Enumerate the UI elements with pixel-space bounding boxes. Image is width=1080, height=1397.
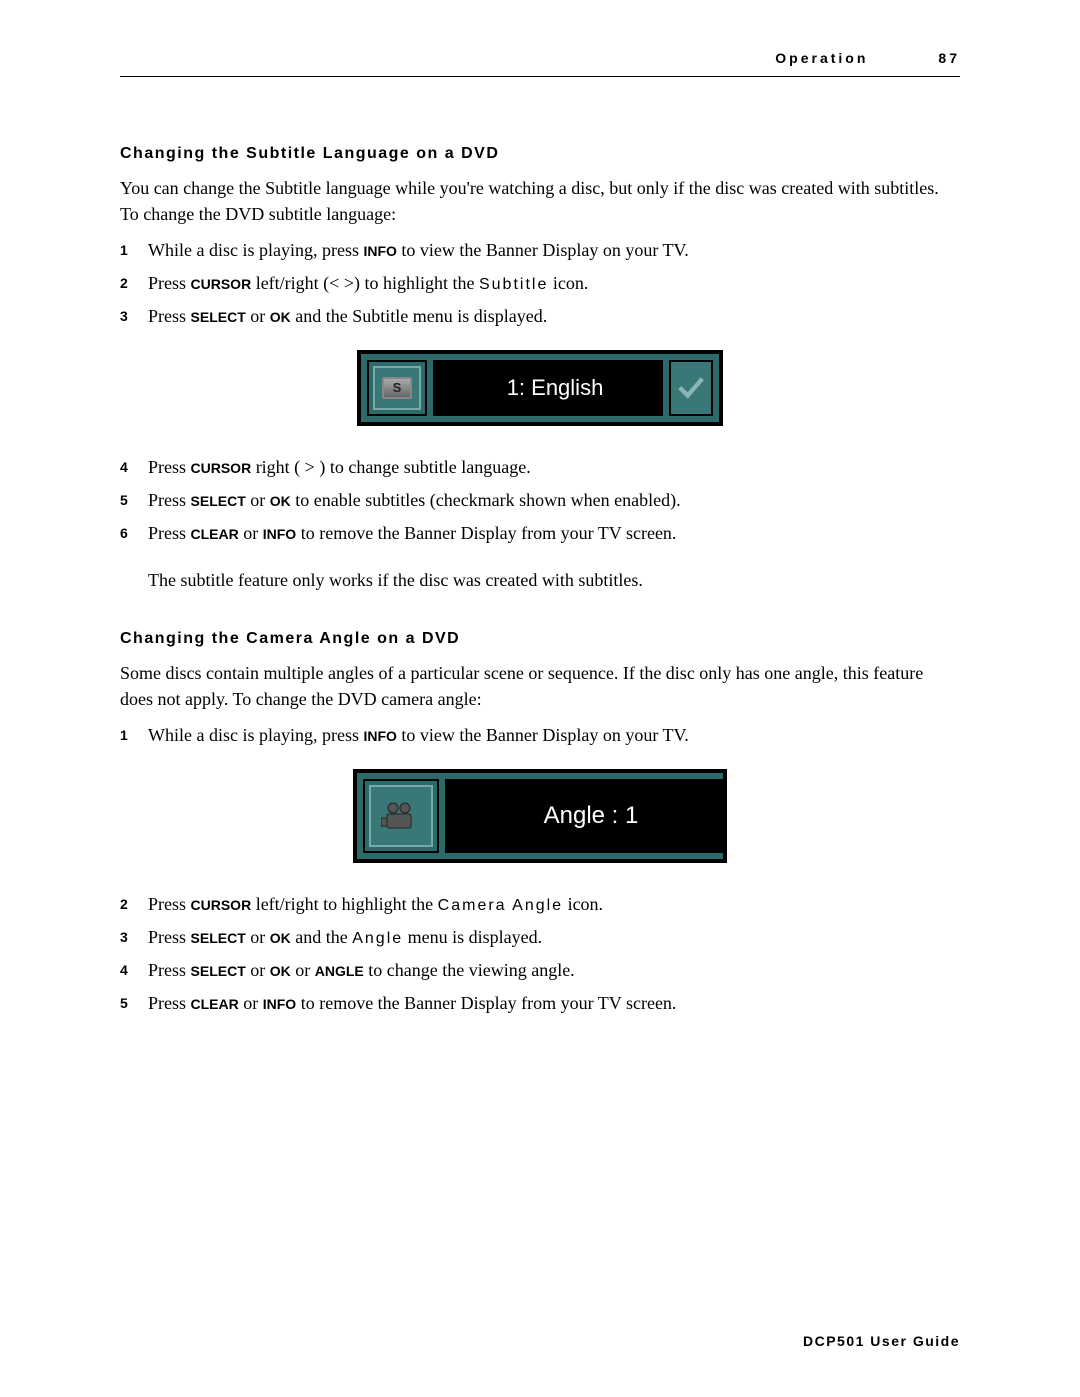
step-text: While a disc is playing, press INFO to v…: [148, 722, 960, 749]
step-number: 1: [120, 237, 148, 264]
angle-heading: Changing the Camera Angle on a DVD: [120, 630, 960, 648]
list-item: 2 Press CURSOR left/right (< >) to highl…: [120, 270, 960, 297]
subtitle-heading: Changing the Subtitle Language on a DVD: [120, 145, 960, 163]
subtitle-s-icon: S: [373, 366, 421, 410]
step-number: 6: [120, 520, 148, 547]
step-text: Press CURSOR left/right (< >) to highlig…: [148, 270, 960, 297]
cursor-button-label: CURSOR: [191, 897, 252, 913]
cursor-button-label: CURSOR: [191, 276, 252, 292]
ok-button-label: OK: [270, 930, 291, 946]
step-number: 5: [120, 990, 148, 1017]
subtitle-checkmark-box: [669, 360, 713, 416]
subtitle-intro: You can change the Subtitle language whi…: [120, 175, 960, 227]
ok-button-label: OK: [270, 963, 291, 979]
list-item: 3 Press SELECT or OK and the Subtitle me…: [120, 303, 960, 330]
page: Operation 87 Changing the Subtitle Langu…: [0, 0, 1080, 1397]
step-text: Press CURSOR left/right to highlight the…: [148, 891, 960, 918]
select-button-label: SELECT: [191, 963, 246, 979]
clear-button-label: CLEAR: [191, 996, 239, 1012]
list-item: 2 Press CURSOR left/right to highlight t…: [120, 891, 960, 918]
step-number: 3: [120, 303, 148, 330]
step-text: Press CURSOR right ( > ) to change subti…: [148, 454, 960, 481]
step-number: 4: [120, 454, 148, 481]
subtitle-banner-text: 1: English: [433, 360, 663, 416]
subtitle-icon-box: S: [367, 360, 427, 416]
ok-button-label: OK: [270, 309, 291, 325]
angle-banner: Angle : 1: [353, 769, 727, 863]
info-button-label: INFO: [263, 996, 296, 1012]
step-number: 1: [120, 722, 148, 749]
page-footer: DCP501 User Guide: [803, 1333, 960, 1349]
info-button-label: INFO: [263, 526, 296, 542]
list-item: 1 While a disc is playing, press INFO to…: [120, 722, 960, 749]
info-button-label: INFO: [363, 243, 396, 259]
camera-angle-icon-name: Camera Angle: [438, 897, 563, 914]
angle-button-label: ANGLE: [315, 963, 364, 979]
camera-icon: [369, 785, 433, 847]
list-item: 1 While a disc is playing, press INFO to…: [120, 237, 960, 264]
angle-steps-after: 2 Press CURSOR left/right to highlight t…: [120, 891, 960, 1017]
select-button-label: SELECT: [191, 309, 246, 325]
angle-banner-text: Angle : 1: [445, 779, 723, 853]
angle-steps-before: 1 While a disc is playing, press INFO to…: [120, 722, 960, 749]
subtitle-icon-name: Subtitle: [479, 276, 548, 293]
header-page-number: 87: [938, 50, 960, 66]
step-text: Press SELECT or OK and the Angle menu is…: [148, 924, 960, 951]
step-text: Press CLEAR or INFO to remove the Banner…: [148, 990, 960, 1017]
angle-intro: Some discs contain multiple angles of a …: [120, 660, 960, 712]
step-number: 2: [120, 270, 148, 297]
list-item: 4 Press SELECT or OK or ANGLE to change …: [120, 957, 960, 984]
page-header: Operation 87: [120, 50, 960, 77]
subtitle-note: The subtitle feature only works if the d…: [148, 567, 960, 594]
cursor-button-label: CURSOR: [191, 460, 252, 476]
step-number: 5: [120, 487, 148, 514]
info-button-label: INFO: [363, 728, 396, 744]
list-item: 4 Press CURSOR right ( > ) to change sub…: [120, 454, 960, 481]
ok-button-label: OK: [270, 493, 291, 509]
step-number: 4: [120, 957, 148, 984]
step-text: Press CLEAR or INFO to remove the Banner…: [148, 520, 960, 547]
step-text: Press SELECT or OK and the Subtitle menu…: [148, 303, 960, 330]
step-number: 2: [120, 891, 148, 918]
list-item: 5 Press CLEAR or INFO to remove the Bann…: [120, 990, 960, 1017]
step-text: Press SELECT or OK or ANGLE to change th…: [148, 957, 960, 984]
subtitle-banner: S 1: English: [357, 350, 723, 426]
step-text: Press SELECT or OK to enable subtitles (…: [148, 487, 960, 514]
checkmark-icon: [678, 375, 704, 401]
angle-icon-box: [363, 779, 439, 853]
list-item: 5 Press SELECT or OK to enable subtitles…: [120, 487, 960, 514]
select-button-label: SELECT: [191, 493, 246, 509]
step-number: 3: [120, 924, 148, 951]
clear-button-label: CLEAR: [191, 526, 239, 542]
subtitle-steps-after: 4 Press CURSOR right ( > ) to change sub…: [120, 454, 960, 547]
list-item: 3 Press SELECT or OK and the Angle menu …: [120, 924, 960, 951]
select-button-label: SELECT: [191, 930, 246, 946]
step-text: While a disc is playing, press INFO to v…: [148, 237, 960, 264]
angle-menu-name: Angle: [352, 930, 403, 947]
list-item: 6 Press CLEAR or INFO to remove the Bann…: [120, 520, 960, 547]
subtitle-steps-before: 1 While a disc is playing, press INFO to…: [120, 237, 960, 330]
header-section: Operation: [775, 50, 868, 66]
